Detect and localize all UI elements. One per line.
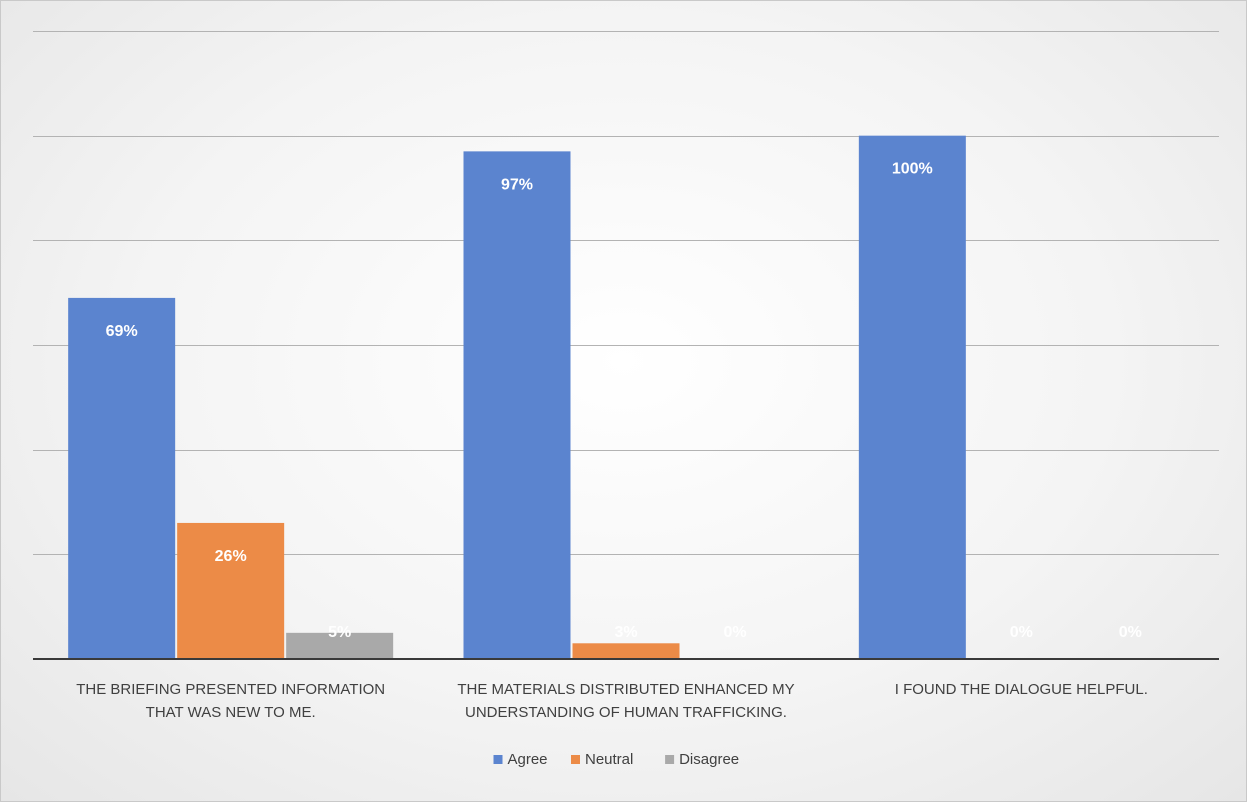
bars: 69% 26% 5% 97% 3% 0% 100% 0% 0% <box>68 135 1142 659</box>
legend-label: Neutral <box>585 751 633 768</box>
legend-swatch <box>493 755 503 764</box>
legend-item-neutral: Neutral <box>571 751 633 768</box>
category-label: I FOUND THE DIALOGUE HELPFUL. <box>895 681 1148 698</box>
bar-data-label: 26% <box>215 548 247 565</box>
legend-label: Agree <box>508 751 548 768</box>
bar-agree <box>463 151 571 659</box>
bar-data-label: 0% <box>723 624 746 641</box>
legend-label: Disagree <box>679 751 739 768</box>
gridlines <box>33 31 1219 555</box>
legend-item-agree: Agree <box>493 751 548 768</box>
bar-data-label: 69% <box>106 323 138 340</box>
category-labels: THE BRIEFING PRESENTED INFORMATION THAT W… <box>76 681 1148 721</box>
bar-agree <box>68 297 176 659</box>
bar-data-label: 3% <box>614 624 637 641</box>
category-label: THE BRIEFING PRESENTED INFORMATION THAT W… <box>76 681 385 721</box>
bar-neutral <box>572 643 680 659</box>
legend-item-disagree: Disagree <box>665 751 739 768</box>
bar-data-label: 0% <box>1119 624 1142 641</box>
bar-agree <box>858 135 966 659</box>
bar-neutral <box>177 522 285 659</box>
legend: Agree Neutral Disagree <box>493 751 739 768</box>
bar-data-label: 0% <box>1010 624 1033 641</box>
bar-data-label: 97% <box>501 176 533 193</box>
bar-data-label: 5% <box>328 624 351 641</box>
bar-data-label: 100% <box>892 161 933 178</box>
legend-swatch <box>665 755 675 764</box>
legend-swatch <box>571 755 580 764</box>
category-label: THE MATERIALS DISTRIBUTED ENHANCED MY UND… <box>457 681 794 721</box>
bar-disagree <box>286 632 394 659</box>
